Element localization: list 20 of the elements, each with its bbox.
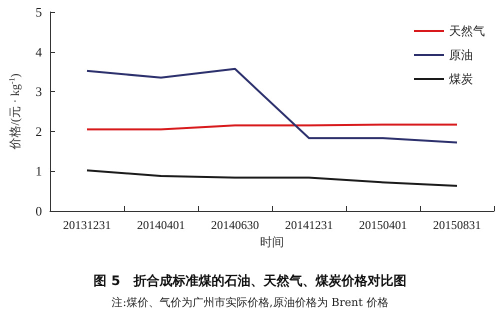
text: 图 5 折合成标准煤的石油、天然气、煤炭价格对比图 (94, 273, 406, 289)
x-axis-title: 时间 (260, 234, 284, 249)
y-axis-title: 价格/(元 · kg-1) (8, 74, 22, 150)
x-tick-label: 20150831 (433, 218, 481, 232)
y-tick-label: 1 (36, 164, 42, 179)
x-tick-label: 20140630 (211, 218, 259, 232)
legend-label: 天然气 (449, 24, 485, 38)
y-tick-label: 2 (36, 124, 42, 139)
y-tick-label: 5 (36, 4, 42, 20)
x-tick-label: 20150401 (359, 218, 407, 232)
legend-label: 煤炭 (449, 72, 473, 86)
x-tick-label: 20131231 (63, 218, 111, 232)
x-tick-label: 20140401 (137, 218, 185, 232)
legend-label: 原油 (449, 48, 473, 62)
text: 注:煤价、气价为广州市实际价格,原油价格为 Brent 价格 (112, 296, 388, 309)
x-tick-label: 20141231 (285, 218, 333, 232)
y-tick-label: 0 (36, 204, 42, 218)
line-series (86, 169, 458, 187)
y-tick-label: 4 (36, 44, 42, 60)
y-tick-label: 3 (36, 84, 42, 100)
